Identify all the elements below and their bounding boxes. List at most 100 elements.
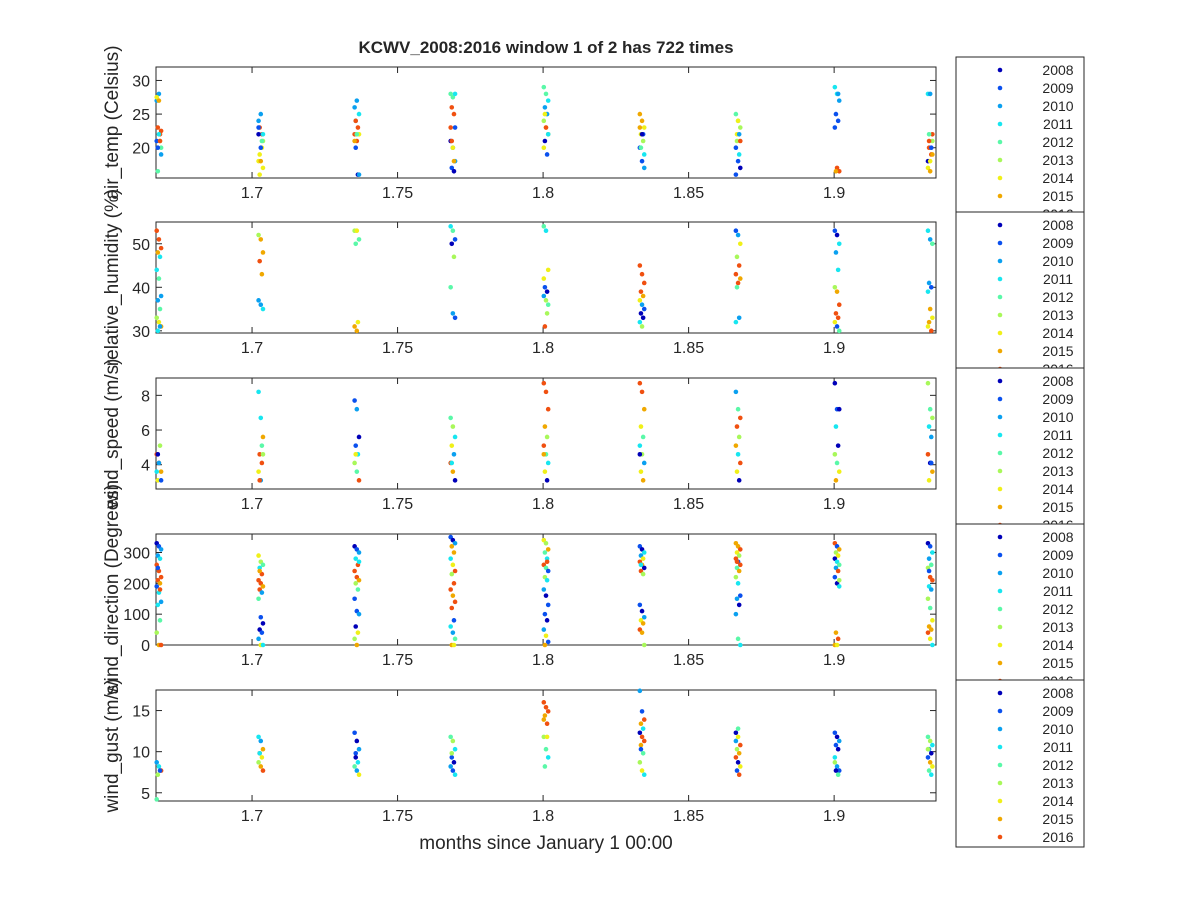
data-point [544,311,550,316]
data-point [927,605,933,611]
data-point [735,232,741,238]
legend-marker [997,276,1003,282]
data-point [353,452,359,457]
data-point [930,469,935,474]
data-point [156,131,162,137]
data-point [156,276,162,281]
data-point [260,562,266,568]
data-point [156,237,162,242]
data-point [640,726,646,731]
data-point [926,280,932,286]
data-point [541,293,547,299]
data-point [544,478,550,483]
legend-label: 2009 [1042,547,1073,563]
data-point [543,125,549,130]
legend-marker [997,834,1003,840]
data-point [638,289,644,294]
data-point [260,434,266,440]
data-point [639,118,645,124]
data-point [836,406,842,412]
data-point [356,111,362,117]
data-point [733,319,739,325]
legend-label: 2014 [1042,170,1073,186]
data-point [260,768,266,773]
data-point [930,152,935,157]
data-point [258,738,264,744]
data-point [639,768,645,773]
x-tick-label: 1.7 [241,808,263,825]
data-point [925,324,931,329]
data-point [735,636,741,642]
x-tick-label: 1.8 [532,496,554,513]
data-point [452,746,458,752]
legend-marker [997,193,1003,199]
data-points [154,224,935,334]
data-point [544,434,550,440]
data-points [154,84,935,177]
data-point [545,131,551,137]
y-axis-label: wind_speed (m/s) [102,359,123,510]
data-point [449,755,455,760]
data-point [352,764,357,769]
data-point [354,98,360,103]
chart-title: KCWV_2008:2016 window 1 of 2 has 722 tim… [358,38,733,57]
data-point [154,630,160,635]
x-tick-label: 1.85 [673,652,704,669]
data-point [641,614,647,620]
data-point [450,145,456,151]
data-point [638,311,644,316]
data-point [832,755,838,760]
data-point [833,478,839,483]
data-point [449,138,455,144]
legend-marker [997,468,1003,474]
data-point [637,452,643,457]
data-point [356,237,362,242]
legend-label: 2012 [1042,757,1073,773]
data-point [638,469,644,474]
legend-label: 2009 [1042,703,1073,719]
data-point [637,760,643,765]
data-point [927,158,933,164]
data-point [541,84,547,90]
data-point [834,232,840,238]
data-point [155,145,161,151]
data-point [637,688,643,694]
legend-marker [997,121,1003,127]
data-point [353,751,359,756]
data-point [736,315,742,321]
y-tick-label: 10 [132,745,150,762]
legend-marker [997,139,1003,145]
data-point [639,389,645,395]
data-point [736,152,742,157]
legend-label: 2008 [1042,529,1073,545]
data-point [541,224,547,229]
data-point [154,760,160,765]
data-point [930,642,935,648]
data-point [541,145,547,151]
data-point [925,755,931,760]
data-point [542,424,548,429]
y-tick-label: 15 [132,704,150,721]
data-point [256,298,261,303]
data-point [154,584,160,589]
y-tick-label: 4 [141,458,150,475]
data-point [928,751,934,756]
legend-label: 2013 [1042,619,1073,635]
data-point [639,302,645,308]
data-points [154,380,935,483]
data-point [833,111,839,117]
data-point [354,469,360,474]
data-point [835,568,841,574]
data-point [545,547,551,552]
legend-label: 2012 [1042,134,1073,150]
data-point [353,145,359,151]
data-point [452,237,458,242]
legend-label: 2010 [1042,253,1073,269]
data-point [928,284,934,290]
data-point [737,125,743,130]
data-point [259,138,265,144]
data-point [355,760,361,765]
legend-marker [997,570,1003,576]
legend-label: 2016 [1042,673,1073,689]
legend-label: 2008 [1042,217,1073,233]
